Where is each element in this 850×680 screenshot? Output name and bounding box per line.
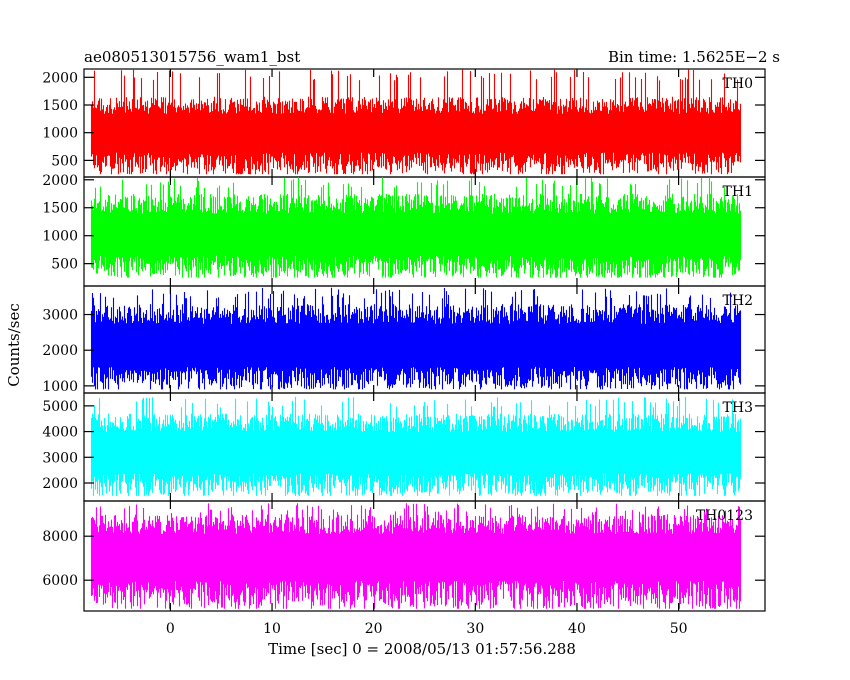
y-tick-label-th0123: 6000 [42, 573, 78, 589]
panel-label-th3: TH3 [723, 400, 753, 416]
panel-label-th0123: TH0123 [696, 508, 753, 524]
panel-th3: 2000 3000 4000 5000 TH3 [42, 392, 766, 502]
x-tick-label: 40 [568, 621, 586, 637]
x-tick-label: 0 [166, 621, 175, 637]
x-tick-label: 30 [466, 621, 484, 637]
y-tick-label-th2: 3000 [42, 308, 78, 324]
y-tick-label-th3: 4000 [42, 425, 78, 441]
bin-time-label: Bin time: 1.5625E−2 s [608, 48, 780, 66]
panel-label-th1: TH1 [723, 184, 753, 200]
panel-label-th0: TH0 [723, 76, 753, 92]
y-tick-label-th0: 2000 [42, 70, 78, 86]
y-tick-label-th2: 2000 [42, 343, 78, 359]
y-tick-label-th1: 1000 [42, 229, 78, 245]
panel-th1: 500 1000 1500 2000 TH1 [42, 173, 766, 287]
x-tick-label: 10 [263, 621, 281, 637]
y-tick-label-th1: 2000 [42, 173, 78, 189]
y-tick-label-th0123: 8000 [42, 529, 78, 545]
y-axis-title: Counts/sec [5, 303, 23, 387]
y-tick-label-th0: 1500 [42, 98, 78, 114]
y-tick-label-th0: 500 [51, 153, 78, 169]
x-tick-label: 20 [365, 621, 383, 637]
series-line-th0 [90, 69, 742, 175]
series-line-th1 [90, 177, 742, 278]
x-tick-label: 50 [670, 621, 688, 637]
y-tick-label-th1: 1500 [42, 201, 78, 217]
panel-th0: 500 1000 1500 2000 TH0 [42, 68, 766, 178]
series-line-th0123 [90, 503, 742, 609]
series-line-th2 [90, 287, 742, 390]
panel-th0123: 6000 8000 TH0123 [42, 500, 766, 612]
panel-frame [83, 500, 766, 612]
series-line-th3 [90, 397, 742, 496]
panel-label-th2: TH2 [723, 293, 753, 309]
y-tick-label-th0: 1000 [42, 126, 78, 142]
y-tick-label-th3: 2000 [42, 476, 78, 492]
chart-title: ae080513015756_wam1_bst [84, 48, 300, 66]
y-tick-label-th2: 1000 [42, 379, 78, 395]
y-tick-label-th3: 3000 [42, 450, 78, 466]
x-axis-title: Time [sec] 0 = 2008/05/13 01:57:56.288 [268, 640, 576, 658]
y-tick-label-th3: 5000 [42, 399, 78, 415]
y-tick-label-th1: 500 [51, 257, 78, 273]
panel-th2: 1000 2000 3000 TH2 [42, 285, 766, 395]
